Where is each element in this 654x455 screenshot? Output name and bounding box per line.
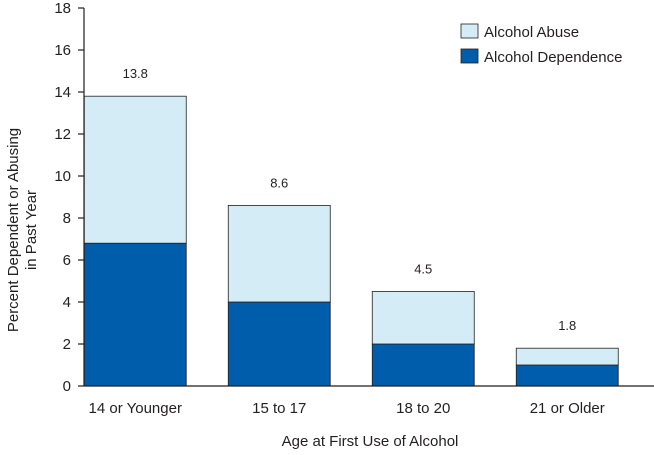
y-axis: 0 2 4 6 8 10 12 14 16 18 bbox=[54, 0, 85, 395]
y-tick-label: 16 bbox=[54, 42, 71, 59]
y-tick-label: 4 bbox=[63, 294, 71, 311]
y-tick-label: 2 bbox=[63, 336, 71, 353]
legend-swatch-alcohol-dependence bbox=[460, 48, 479, 64]
bar-abuse-18-to-20 bbox=[371, 291, 475, 345]
bar-total-label: 13.8 bbox=[123, 66, 148, 81]
x-category-label: 15 to 17 bbox=[252, 400, 306, 417]
bar-abuse-15-to-17 bbox=[227, 204, 331, 303]
bar-dependence-15-to-17 bbox=[227, 301, 331, 387]
legend-swatch-alcohol-abuse bbox=[460, 23, 479, 39]
y-tick-label: 12 bbox=[54, 126, 71, 143]
x-category-label: 18 to 20 bbox=[396, 400, 450, 417]
x-category-label: 14 or Younger bbox=[89, 400, 182, 417]
y-tick-label: 14 bbox=[54, 84, 71, 101]
y-tick-label: 10 bbox=[54, 168, 71, 185]
bar-dependence-21-or-older bbox=[515, 364, 619, 387]
y-tick-label: 6 bbox=[63, 252, 71, 269]
legend-label-alcohol-dependence: Alcohol Dependence bbox=[484, 49, 622, 66]
x-category-label: 21 or Older bbox=[530, 400, 605, 417]
legend: Alcohol Abuse Alcohol Dependence bbox=[460, 23, 622, 66]
y-axis-title-line-1: Percent Dependent or Abusing bbox=[5, 128, 22, 332]
legend-label-alcohol-abuse: Alcohol Abuse bbox=[484, 24, 579, 41]
bar-total-label: 1.8 bbox=[558, 318, 576, 333]
plot-area: 13.8 8.6 4.5 1.8 bbox=[83, 66, 619, 387]
bar-abuse-14-or-younger bbox=[83, 95, 187, 244]
bar-dependence-18-to-20 bbox=[371, 343, 475, 387]
bar-total-label: 4.5 bbox=[414, 262, 432, 277]
bar-total-label: 8.6 bbox=[270, 175, 288, 190]
y-tick-label: 0 bbox=[63, 378, 71, 395]
x-axis: 14 or Younger 15 to 17 18 to 20 21 or Older bbox=[84, 385, 654, 417]
x-axis-title: Age at First Use of Alcohol bbox=[282, 433, 459, 450]
y-axis-title-line-2: in Past Year bbox=[23, 190, 40, 270]
bar-dependence-14-or-younger bbox=[83, 242, 187, 387]
y-tick-label: 18 bbox=[54, 0, 71, 17]
y-tick-label: 8 bbox=[63, 210, 71, 227]
bar-abuse-21-or-older bbox=[515, 347, 619, 366]
